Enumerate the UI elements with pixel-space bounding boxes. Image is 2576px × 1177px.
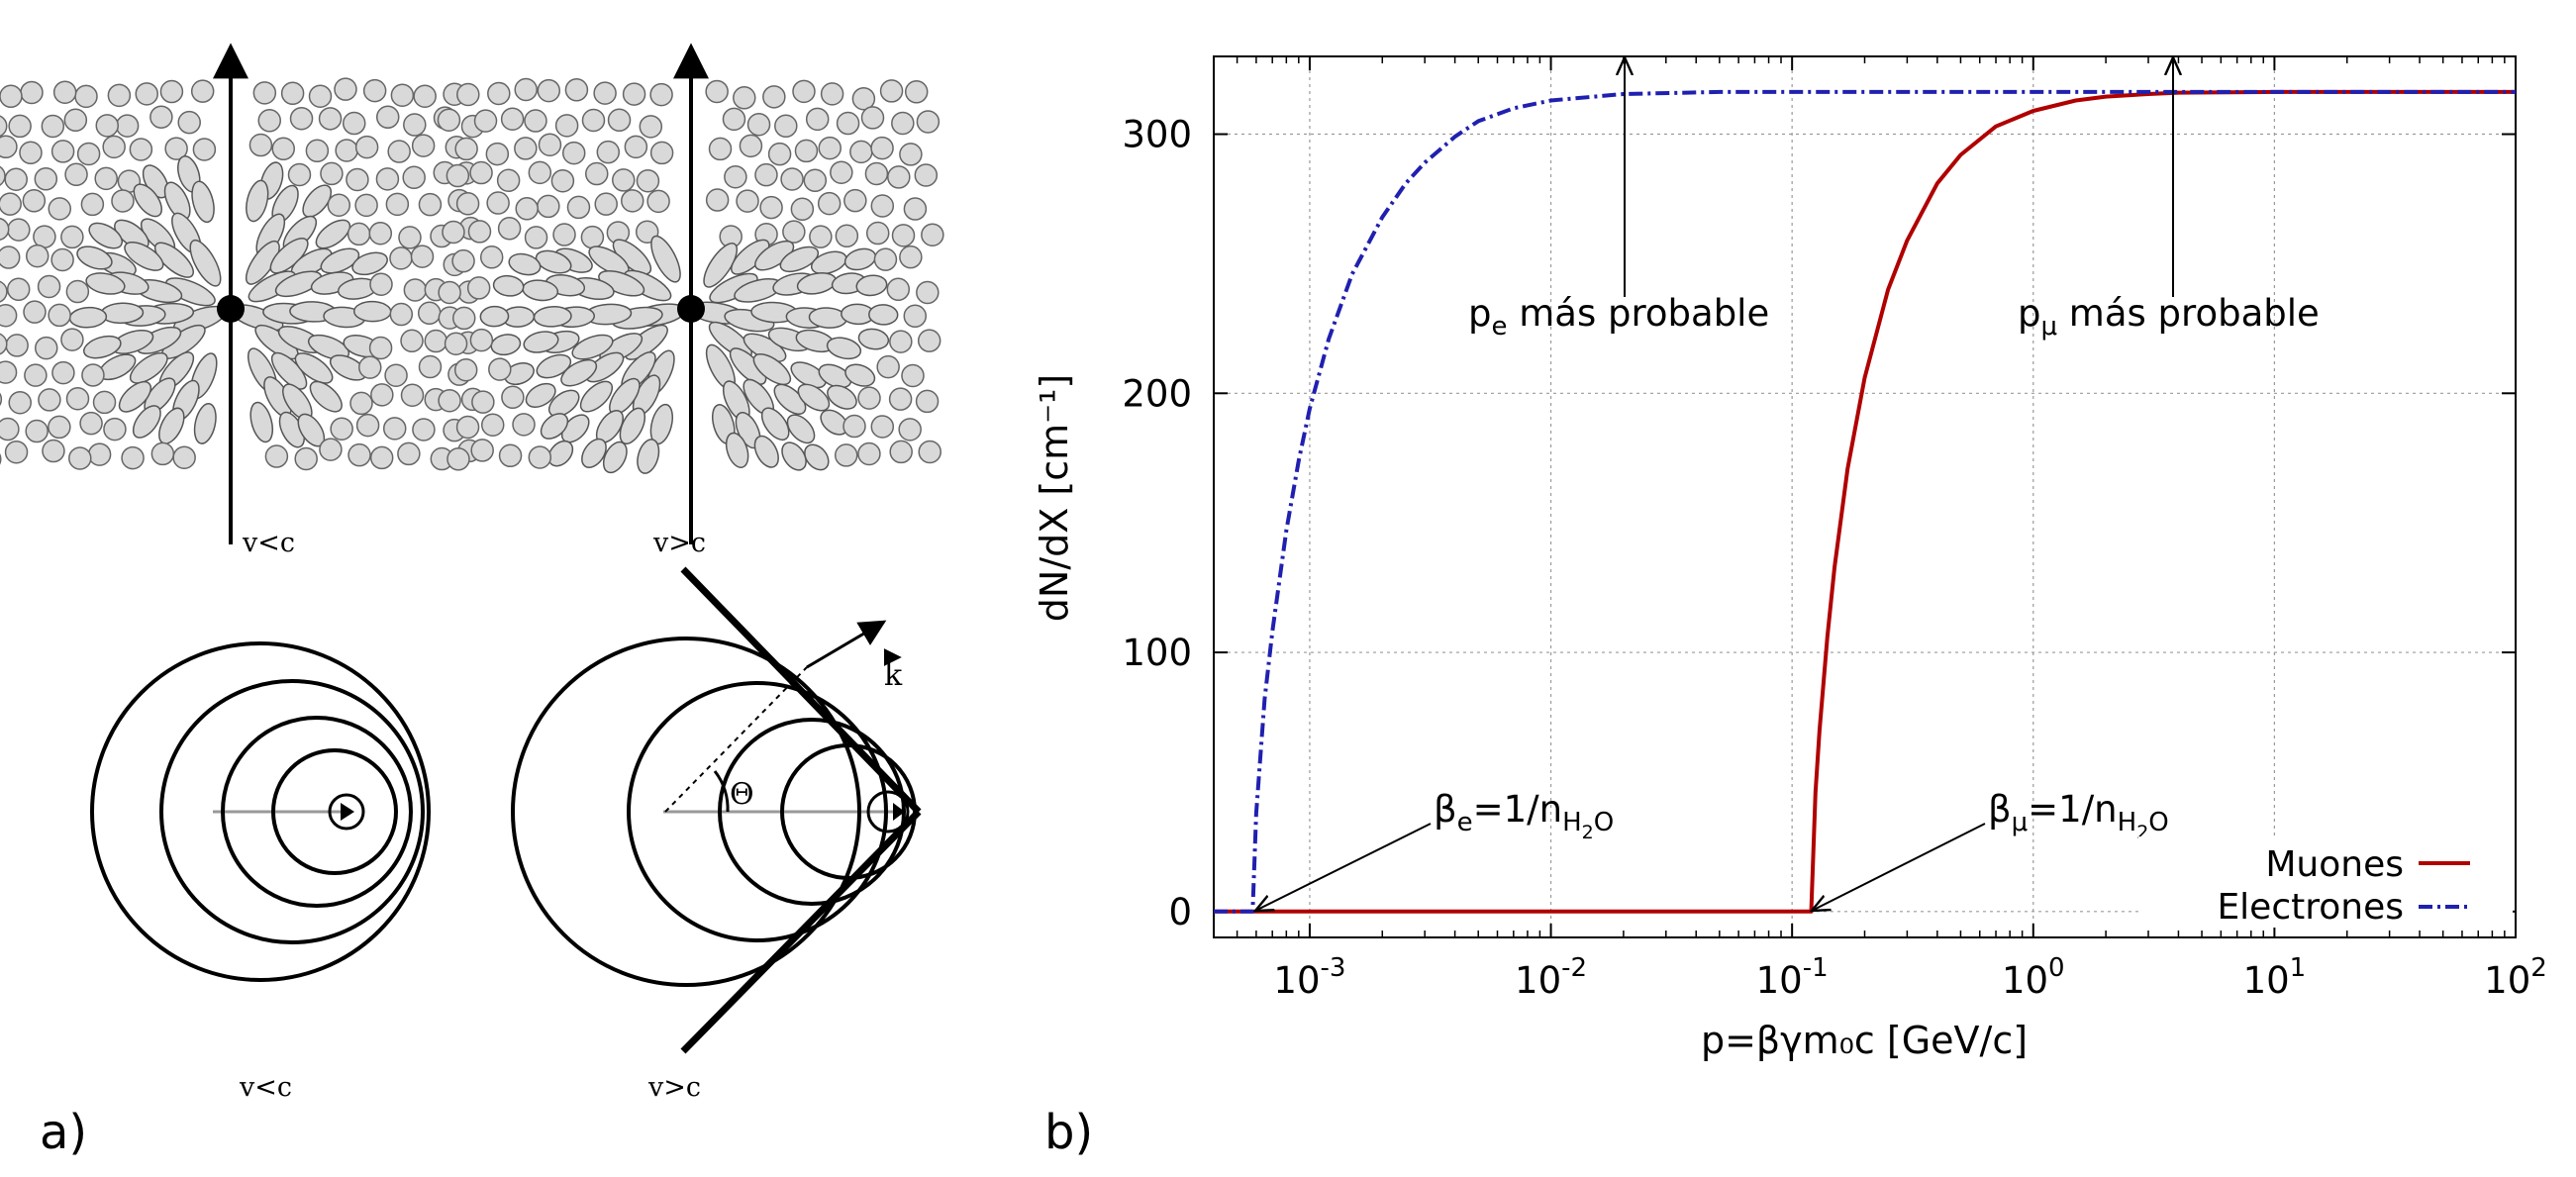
x-axis-title: p=βγm₀c [GeV/c] (1701, 1019, 2028, 1062)
top-left-speed-label: v<c (242, 528, 295, 558)
y-tick-label: 100 (1122, 632, 1192, 674)
svg-text:pe más probable: pe más probable (1468, 292, 1769, 342)
annotation-bmu-sub: μ (2012, 808, 2029, 837)
panel-a-label: a) (40, 1105, 87, 1160)
annotation-be-sub-2: 2 (1582, 822, 1594, 843)
annotation-be-sub-h: H (1562, 808, 1582, 837)
annotation-beta-e-threshold: βe=1/nH2O (1255, 788, 1614, 911)
x-tick-label: 100 (2002, 953, 2065, 1002)
annotation-pmu-text: más probable (2057, 292, 2320, 335)
panel-a: Θ k v<c v>c v<c v>c a) (0, 43, 944, 1160)
wavefront-diagram-subluminal (90, 641, 431, 982)
y-tick-label: 200 (1122, 372, 1192, 415)
x-tick-label: 102 (2484, 953, 2547, 1002)
chart-series (1214, 89, 2516, 914)
annotation-pe-base: p (1468, 292, 1492, 335)
annotation-be-base: β (1434, 788, 1457, 831)
annotation-bmu-sub-o: O (2148, 808, 2168, 837)
cone-upper-edge (680, 566, 922, 815)
top-right-speed-label: v>c (652, 528, 706, 558)
annotation-bmu-base: β (1988, 788, 2012, 831)
bottom-right-speed-label: v>c (647, 1072, 701, 1103)
angle-label: Θ (730, 777, 754, 812)
x-tick-label: 101 (2243, 953, 2307, 1002)
axis-ticks: 10-3 10-2 10-1 100 101 102 0 100 200 300 (1122, 56, 2547, 1002)
annotation-pe-most-probable: pe más probable (1468, 57, 1769, 342)
annotation-be-mid: =1/n (1473, 788, 1562, 831)
wave-vector-label: k (884, 658, 903, 693)
series-line-muones (1214, 89, 2516, 914)
chart-legend: Muones Electrones (2138, 836, 2513, 928)
annotation-be-sub: e (1457, 808, 1473, 837)
annotation-pe-text: más probable (1508, 292, 1770, 335)
annotation-be-sub-o: O (1594, 808, 1614, 837)
y-axis-title: dN/dX [cm⁻¹] (1033, 374, 1076, 622)
x-tick-label: 10-1 (1756, 953, 1829, 1002)
svg-text:βe=1/nH2O: βe=1/nH2O (1434, 788, 1614, 843)
y-tick-label: 300 (1122, 114, 1192, 156)
annotation-beta-mu-threshold: βμ=1/nH2O (1812, 788, 2169, 911)
bottom-left-speed-label: v<c (239, 1072, 292, 1103)
annotation-bmu-sub-h: H (2118, 808, 2137, 837)
svg-text:βμ=1/nH2O: βμ=1/nH2O (1988, 788, 2169, 843)
y-tick-label: 0 (1168, 891, 1192, 933)
annotation-pmu-base: p (2018, 292, 2041, 335)
cone-lower-edge (680, 809, 922, 1054)
svg-text:pμ más probable: pμ más probable (2018, 292, 2320, 342)
polarization-diagram-subluminal (0, 43, 485, 544)
wavefront-diagram-superluminal: Θ k (511, 566, 922, 1054)
series-line-electrones (1214, 89, 2516, 914)
wave-vector-arrow (806, 620, 887, 669)
chart-grid (1214, 56, 2517, 937)
annotation-pe-sub: e (1492, 312, 1508, 342)
polarization-diagram-superluminal (437, 43, 944, 544)
annotation-pmu-sub: μ (2041, 312, 2058, 342)
annotation-pmu-most-probable: pμ más probable (2018, 57, 2320, 342)
panel-b-label: b) (1044, 1105, 1093, 1160)
annotation-bmu-mid: =1/n (2028, 788, 2117, 831)
legend-label-electrones: Electrones (2217, 887, 2404, 928)
plot-frame (1213, 55, 2517, 938)
legend-label-muones: Muones (2265, 844, 2404, 885)
x-tick-label: 10-2 (1515, 953, 1587, 1002)
x-tick-label: 10-3 (1273, 953, 1345, 1002)
